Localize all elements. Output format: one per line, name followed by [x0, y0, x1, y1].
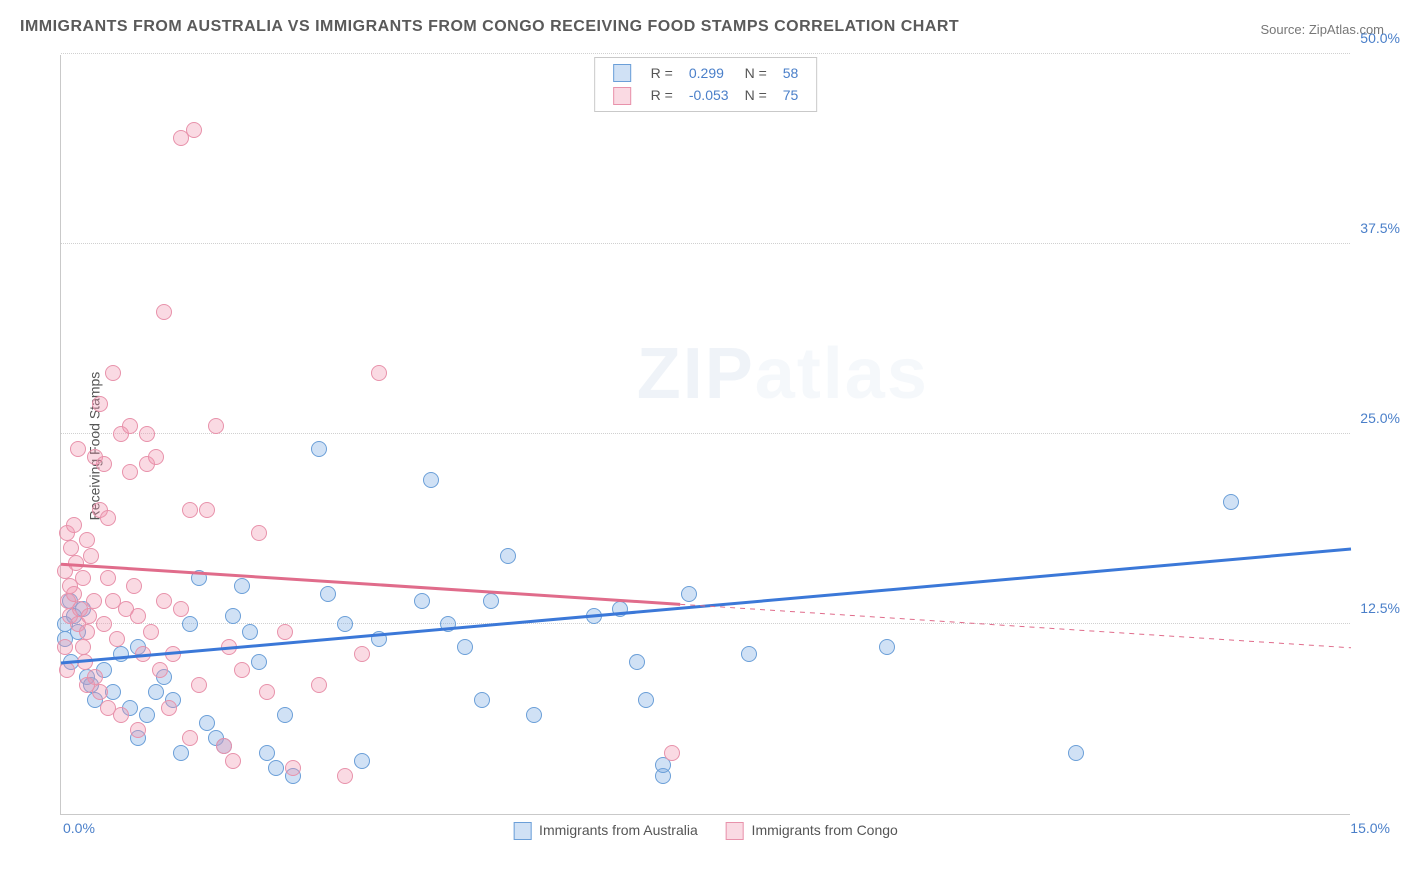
y-tick-label: 50.0%: [1360, 30, 1400, 46]
legend-label: Immigrants from Australia: [539, 822, 698, 838]
swatch-pink: [726, 822, 744, 840]
trend-lines: [61, 55, 1351, 815]
x-tick-min: 0.0%: [63, 820, 95, 836]
legend-label: Immigrants from Congo: [752, 822, 898, 838]
legend-item-congo: Immigrants from Congo: [726, 822, 898, 838]
trend-line-australia: [61, 549, 1351, 663]
y-tick-label: 37.5%: [1360, 220, 1400, 236]
trend-line-extrapolated: [680, 604, 1351, 647]
y-tick-label: 25.0%: [1360, 410, 1400, 426]
grid-line: [61, 53, 1350, 54]
x-tick-max: 15.0%: [1350, 820, 1390, 836]
page-title: IMMIGRANTS FROM AUSTRALIA VS IMMIGRANTS …: [20, 18, 959, 36]
series-legend: Immigrants from Australia Immigrants fro…: [501, 822, 910, 840]
swatch-blue: [513, 822, 531, 840]
y-tick-label: 12.5%: [1360, 600, 1400, 616]
legend-item-australia: Immigrants from Australia: [513, 822, 702, 838]
scatter-chart: ZIPatlas R = 0.299 N = 58 R = -0.053 N =…: [60, 55, 1350, 815]
trend-line-congo: [61, 564, 680, 604]
